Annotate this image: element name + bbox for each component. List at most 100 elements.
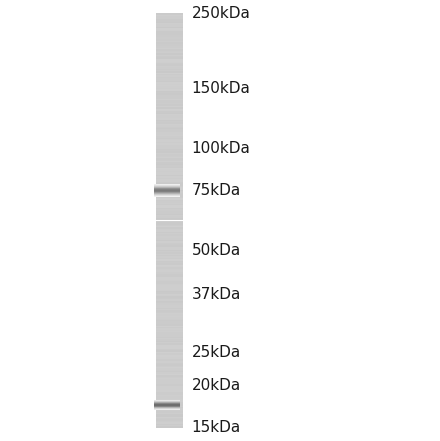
- Bar: [156, 266, 183, 268]
- Bar: [156, 213, 183, 215]
- Bar: [156, 320, 183, 321]
- Bar: [156, 147, 183, 149]
- Bar: [156, 309, 183, 310]
- Bar: [156, 379, 183, 381]
- Bar: [156, 143, 183, 145]
- Bar: [156, 52, 183, 53]
- Bar: [156, 226, 183, 228]
- Bar: [156, 75, 183, 77]
- Bar: [156, 274, 183, 276]
- Bar: [156, 254, 183, 255]
- Bar: [156, 35, 183, 37]
- Bar: [156, 165, 183, 167]
- Bar: [156, 296, 183, 298]
- Bar: [156, 359, 183, 360]
- Bar: [156, 306, 183, 307]
- Bar: [156, 222, 183, 223]
- Bar: [156, 172, 183, 173]
- Text: 50kDa: 50kDa: [191, 243, 241, 258]
- Bar: [156, 325, 183, 327]
- Bar: [156, 160, 183, 161]
- Bar: [156, 100, 183, 102]
- Bar: [156, 336, 183, 338]
- Bar: [156, 38, 183, 40]
- Bar: [156, 215, 183, 217]
- Bar: [156, 118, 183, 120]
- Bar: [156, 82, 183, 84]
- Bar: [156, 351, 183, 352]
- Bar: [156, 410, 183, 411]
- Bar: [156, 424, 183, 425]
- Bar: [156, 30, 183, 31]
- Bar: [156, 413, 183, 414]
- Bar: [156, 386, 183, 388]
- Bar: [156, 291, 183, 292]
- Bar: [156, 169, 183, 171]
- Bar: [156, 168, 183, 169]
- Bar: [156, 316, 183, 317]
- Bar: [156, 78, 183, 79]
- Bar: [156, 182, 183, 183]
- Bar: [156, 302, 183, 303]
- Bar: [156, 421, 183, 422]
- Bar: [156, 178, 183, 179]
- Bar: [156, 22, 183, 23]
- Bar: [156, 173, 183, 175]
- Bar: [156, 86, 183, 88]
- Bar: [156, 187, 183, 189]
- Bar: [156, 406, 183, 407]
- Bar: [156, 414, 183, 415]
- Bar: [156, 176, 183, 178]
- Bar: [156, 327, 183, 328]
- Bar: [156, 258, 183, 259]
- Bar: [156, 425, 183, 426]
- Bar: [156, 41, 183, 42]
- Text: 37kDa: 37kDa: [191, 287, 241, 302]
- Bar: [156, 313, 183, 314]
- Bar: [156, 103, 183, 105]
- Bar: [156, 228, 183, 229]
- Bar: [156, 79, 183, 81]
- Bar: [156, 129, 183, 131]
- Bar: [156, 280, 183, 281]
- Bar: [156, 95, 183, 96]
- Bar: [156, 277, 183, 279]
- Bar: [156, 263, 183, 265]
- Bar: [156, 256, 183, 258]
- Bar: [156, 17, 183, 19]
- Bar: [156, 349, 183, 351]
- Bar: [156, 131, 183, 132]
- Bar: [156, 202, 183, 204]
- Bar: [156, 121, 183, 123]
- Bar: [156, 245, 183, 247]
- Bar: [156, 250, 183, 251]
- Bar: [156, 382, 183, 384]
- Bar: [156, 24, 183, 26]
- Bar: [156, 164, 183, 165]
- Bar: [156, 136, 183, 138]
- Bar: [156, 206, 183, 207]
- Bar: [156, 64, 183, 66]
- Bar: [156, 234, 183, 235]
- Bar: [156, 251, 183, 252]
- Bar: [156, 374, 183, 375]
- Bar: [156, 193, 183, 194]
- Bar: [156, 399, 183, 400]
- Bar: [156, 162, 183, 164]
- Bar: [156, 45, 183, 46]
- Bar: [156, 373, 183, 374]
- Bar: [156, 111, 183, 113]
- Bar: [156, 156, 183, 157]
- Bar: [156, 220, 183, 222]
- Bar: [156, 224, 183, 226]
- Bar: [156, 73, 183, 74]
- Bar: [156, 189, 183, 190]
- Bar: [156, 407, 183, 408]
- Bar: [156, 108, 183, 110]
- Bar: [156, 153, 183, 154]
- Bar: [156, 59, 183, 60]
- Bar: [156, 44, 183, 45]
- Bar: [156, 403, 183, 404]
- Bar: [156, 204, 183, 206]
- Bar: [156, 390, 183, 392]
